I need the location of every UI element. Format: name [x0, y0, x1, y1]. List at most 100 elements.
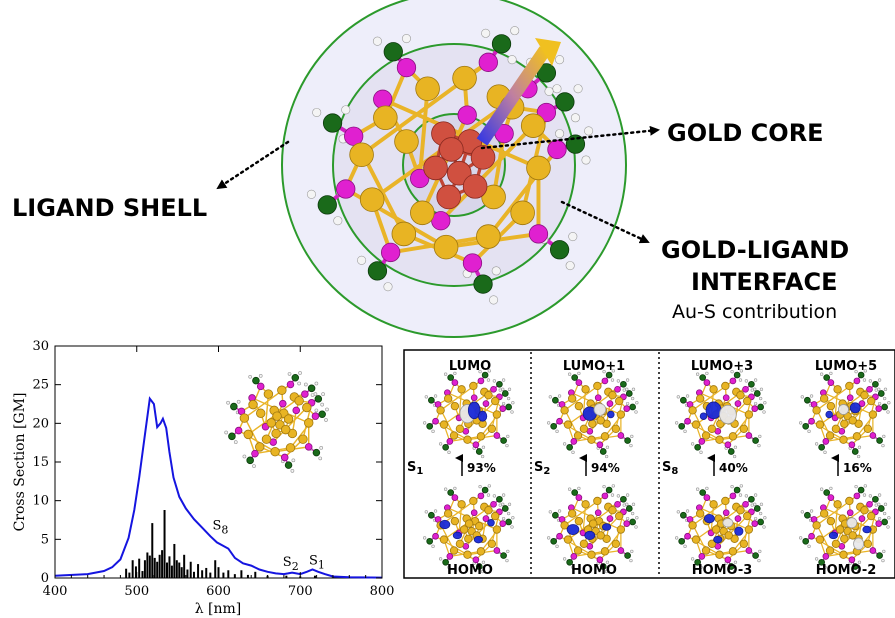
carbon-atom [426, 422, 434, 430]
y-tick-label: 15 [32, 455, 49, 470]
carbon-atom [314, 395, 323, 403]
sulfur-atom [703, 379, 711, 386]
hydrogen-atom [877, 493, 882, 497]
gold-atom [831, 424, 841, 433]
hydrogen-atom [565, 261, 575, 271]
hydrogen-atom [577, 371, 581, 376]
core-gold-atom [280, 424, 291, 435]
carbon-atom [501, 505, 509, 512]
peak-label: S8 [213, 519, 229, 537]
sulfur-atom [472, 556, 480, 564]
sulfur-atom [493, 547, 501, 554]
carbon-atom [877, 505, 885, 512]
orbital-bottom-label: HOMO-2 [816, 563, 877, 578]
gold-atom [701, 546, 711, 555]
core-gold-atom [475, 521, 484, 531]
hydrogen-atom [857, 560, 862, 564]
gold-atom [600, 432, 610, 441]
gold-atom [721, 381, 730, 391]
gold-atom [302, 402, 312, 413]
gold-atom [436, 406, 445, 415]
hydrogen-atom [357, 255, 367, 265]
gold-atom [560, 406, 569, 415]
sulfur-atom [477, 377, 485, 385]
orbital-lobe-negative [487, 519, 495, 527]
gold-atom [579, 539, 589, 548]
sulfur-atom [472, 441, 480, 449]
gold-atom [573, 431, 583, 440]
gold-atom [573, 546, 583, 555]
carbon-atom [500, 552, 507, 559]
gold-core-pointer [480, 125, 660, 150]
hydrogen-atom [634, 410, 638, 414]
hydrogen-atom [290, 469, 295, 473]
sulfur-atom [596, 556, 604, 564]
ligand-shell-label: LIGAND SHELL [12, 194, 207, 222]
carbon-atom [571, 489, 579, 496]
hydrogen-atom [739, 369, 743, 373]
gold-atom [449, 431, 459, 440]
gold-atom [863, 539, 873, 548]
carbon-atom [678, 537, 686, 545]
gold-atom [439, 420, 449, 429]
sulfur-atom [846, 394, 854, 402]
gold-atom [715, 435, 724, 444]
hydrogen-atom [506, 549, 510, 554]
carbon-atom [624, 552, 631, 559]
core-gold-atom [724, 531, 733, 540]
core-gold-atom [439, 137, 464, 162]
gold-atom [839, 435, 848, 444]
hydrogen-atom [762, 410, 766, 414]
gold-atom [608, 506, 617, 515]
carbon-atom [727, 563, 735, 570]
hydrogen-atom [491, 266, 501, 276]
orbital-bottom-label: HOMO-3 [692, 563, 753, 578]
hydrogen-atom [738, 493, 743, 497]
gold-atom [491, 396, 500, 406]
hydrogen-atom [548, 395, 552, 399]
sulfur-atom [432, 532, 439, 540]
hydrogen-atom [887, 516, 891, 520]
hydrogen-atom [763, 401, 767, 405]
carbon-atom [851, 563, 859, 570]
hydrogen-atom [573, 84, 583, 94]
gold-atom [487, 539, 497, 548]
hydrogen-atom [629, 443, 633, 448]
au-s-bond [264, 394, 270, 427]
gold-atom [469, 381, 478, 391]
hydrogen-atom [629, 558, 633, 563]
gold-atom [452, 65, 477, 91]
hydrogen-atom [291, 458, 296, 463]
sulfur-atom [279, 399, 287, 408]
hydrogen-atom [685, 394, 690, 398]
hydrogen-atom [625, 401, 630, 406]
hydrogen-atom [676, 510, 680, 514]
orbital-bottom-label: HOMO [571, 563, 617, 578]
sulfur-atom [451, 494, 459, 501]
sulfur-atom [432, 417, 439, 425]
hydrogen-atom [372, 36, 382, 46]
carbon-atom [428, 511, 435, 519]
hydrogen-atom [631, 387, 636, 391]
gold-atom [812, 406, 821, 415]
gold-atom [560, 521, 569, 530]
carbon-atom [473, 274, 493, 294]
sulfur-atom [601, 377, 609, 385]
hydrogen-atom [506, 511, 511, 516]
hydrogen-atom [886, 525, 890, 529]
hydrogen-atom [699, 450, 703, 454]
orbital-lobe-negative [467, 401, 481, 420]
carbon-atom [228, 432, 236, 441]
gold-atom [476, 224, 501, 249]
orbital-lobe-negative [713, 535, 723, 544]
carbon-atom [291, 374, 300, 382]
sulfur-atom [457, 105, 477, 125]
hydrogen-atom [616, 379, 621, 383]
sulfur-atom [846, 509, 854, 517]
hydrogen-atom [487, 484, 491, 488]
orbital-lobe-negative [705, 401, 722, 420]
carbon-atom [733, 371, 741, 379]
sulfur-atom [280, 453, 289, 462]
hydrogen-atom [447, 450, 451, 454]
orbital-top-label: LUMO+3 [691, 359, 753, 374]
